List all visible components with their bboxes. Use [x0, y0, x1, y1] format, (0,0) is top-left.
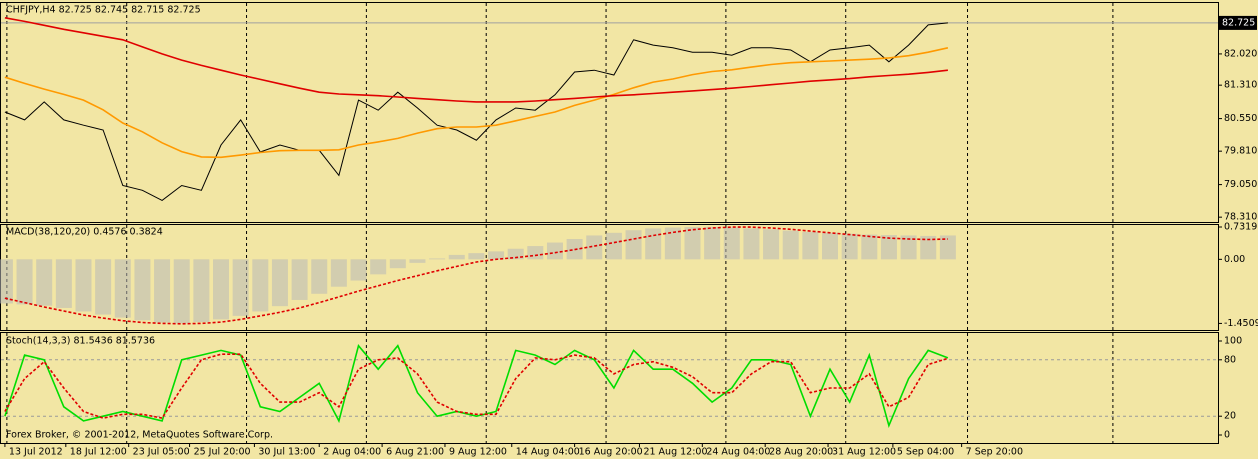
- histogram-bar: [841, 233, 858, 260]
- series-line: [4, 353, 949, 419]
- histogram-bar: [114, 259, 131, 318]
- series-line: [4, 226, 948, 325]
- histogram-bar: [16, 259, 33, 305]
- y-tick-label: 79.050: [1224, 179, 1257, 190]
- y-tick-label: 81.310: [1224, 80, 1257, 91]
- histogram-bar: [920, 235, 937, 260]
- histogram-bar: [291, 259, 308, 300]
- histogram-bar: [134, 259, 151, 321]
- x-tick-label: 28 Aug 20:00: [769, 447, 833, 458]
- histogram-bar: [900, 235, 917, 260]
- histogram-bar: [546, 242, 563, 260]
- histogram-bar: [861, 234, 878, 260]
- histogram-bar: [36, 259, 53, 306]
- watermark: Forex Broker, © 2001-2012, MetaQuotes So…: [6, 430, 273, 441]
- histogram-bar: [723, 227, 740, 260]
- histogram-bar: [95, 259, 112, 315]
- x-tick-label: 18 Jul 12:00: [70, 447, 127, 458]
- y-tick-label: 80: [1224, 354, 1236, 365]
- y-tick-label: -1.4509: [1224, 318, 1258, 329]
- y-tick-label: 20: [1224, 411, 1236, 422]
- y-tick-label: 79.810: [1224, 146, 1257, 157]
- x-tick-label: 30 Jul 13:00: [258, 447, 315, 458]
- y-tick-label: 80.550: [1224, 113, 1257, 124]
- x-tick-label: 13 Jul 2012: [9, 447, 63, 458]
- histogram-bar: [448, 254, 465, 260]
- last-price-box: [1219, 15, 1257, 30]
- histogram-bar: [173, 259, 190, 324]
- x-tick-label: 16 Aug 20:00: [579, 447, 643, 458]
- histogram-bar: [232, 259, 249, 316]
- histogram-bar: [527, 246, 544, 260]
- histogram-bar: [763, 229, 780, 260]
- histogram-bar: [213, 259, 230, 320]
- histogram-bar: [330, 259, 347, 287]
- panel-title: CHFJPY,H4 82.725 82.745 82.715 82.725: [6, 5, 201, 16]
- series-line: [4, 17, 948, 103]
- histogram-bar: [252, 259, 269, 312]
- x-tick-label: 14 Aug 04:00: [516, 447, 580, 458]
- histogram-bar: [55, 259, 72, 308]
- histogram-bar: [939, 235, 956, 260]
- histogram-bar: [684, 227, 701, 260]
- histogram-bar: [645, 228, 662, 260]
- histogram-bar: [468, 253, 485, 260]
- histogram-bar: [488, 251, 505, 260]
- histogram-bar: [75, 259, 92, 312]
- histogram-bar: [782, 230, 799, 260]
- histogram-bar: [154, 259, 171, 323]
- x-tick-label: 25 Jul 20:00: [194, 447, 251, 458]
- x-tick-label: 31 Aug 12:00: [832, 447, 896, 458]
- histogram-bar: [429, 258, 446, 260]
- y-tick-label: 78.310: [1224, 212, 1257, 223]
- x-tick-label: 7 Sep 20:00: [966, 447, 1023, 458]
- histogram-bar: [271, 259, 288, 307]
- histogram-bar: [743, 228, 760, 260]
- histogram-bar: [664, 227, 681, 260]
- histogram-bar: [350, 259, 367, 281]
- histogram-bar: [389, 259, 406, 269]
- series-line: [4, 47, 949, 159]
- histogram-bar: [409, 259, 426, 263]
- histogram-bar: [507, 248, 524, 260]
- histogram-bar: [802, 231, 819, 260]
- x-tick-label: 2 Aug 04:00: [323, 447, 381, 458]
- histogram-bar: [586, 235, 603, 260]
- y-tick-label: 82.020: [1224, 48, 1257, 59]
- last-price-label: 82.725: [1222, 17, 1255, 28]
- histogram-bar: [311, 259, 328, 294]
- y-tick-label: 100: [1224, 335, 1242, 346]
- main-panel: [0, 2, 1219, 223]
- x-tick-label: 6 Aug 21:00: [386, 447, 444, 458]
- histogram-bar: [605, 232, 622, 260]
- histogram-bar: [370, 259, 387, 275]
- x-tick-label: 23 Jul 05:00: [133, 447, 190, 458]
- histogram-bar: [704, 227, 721, 260]
- y-tick-label: 0: [1224, 430, 1230, 441]
- panel-title: MACD(38,120,20) 0.4576 0.3824: [6, 227, 163, 238]
- series-line: [4, 22, 948, 201]
- histogram-bar: [880, 235, 897, 260]
- y-tick-label: 0.00: [1224, 254, 1245, 265]
- x-tick-label: 5 Sep 04:00: [897, 447, 954, 458]
- panel-title: Stoch(14,3,3) 81.5436 81.5736: [6, 336, 155, 347]
- histogram-bar: [625, 230, 642, 260]
- y-tick-label: 0.7319: [1224, 222, 1257, 233]
- x-tick-label: 9 Aug 12:00: [449, 447, 507, 458]
- x-tick-label: 24 Aug 04:00: [706, 447, 770, 458]
- x-tick-label: 21 Aug 12:00: [643, 447, 707, 458]
- stoch-panel: [0, 332, 1219, 444]
- histogram-bar: [822, 232, 839, 260]
- histogram-bar: [0, 259, 13, 304]
- histogram-bar: [193, 259, 210, 323]
- series-line: [4, 343, 949, 429]
